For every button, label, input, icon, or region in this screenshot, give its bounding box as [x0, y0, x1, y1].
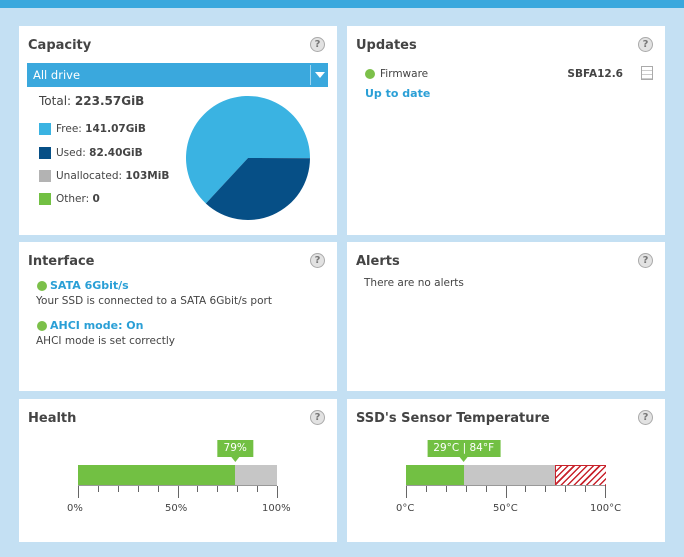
drive-select-dropdown[interactable]: All drive	[27, 63, 328, 87]
health-axis-label-50: 50%	[165, 503, 188, 514]
axis-tick	[78, 486, 79, 498]
legend-swatch-other	[39, 193, 51, 205]
axis-tick	[257, 486, 259, 492]
axis-tick	[177, 486, 179, 498]
axis-tick	[157, 486, 159, 492]
release-notes-icon[interactable]	[641, 66, 653, 80]
axis-tick	[425, 486, 427, 492]
axis-tick	[277, 486, 278, 498]
temperature-badge-pointer	[459, 457, 468, 462]
axis-tick	[485, 486, 487, 492]
axis-tick	[445, 486, 447, 492]
axis-tick	[137, 486, 139, 492]
alerts-message: There are no alerts	[364, 277, 464, 289]
updates-panel: Updates ? Firmware SBFA12.6 Up to date	[347, 26, 665, 235]
drive-select-value: All drive	[33, 68, 81, 82]
health-bar-track	[78, 465, 277, 485]
legend-item-other: Other: 0	[56, 193, 100, 205]
axis-tick	[197, 486, 199, 492]
alerts-title: Alerts	[356, 254, 400, 269]
axis-tick	[565, 486, 567, 492]
legend-swatch-used	[39, 147, 51, 159]
up-to-date-link[interactable]: Up to date	[365, 87, 431, 100]
temperature-axis-line	[406, 485, 605, 486]
capacity-title: Capacity	[28, 38, 92, 53]
health-title: Health	[28, 411, 77, 426]
temperature-axis-label-50: 50°C	[493, 503, 518, 514]
updates-title: Updates	[356, 38, 417, 53]
temperature-danger-range	[555, 465, 606, 486]
firmware-version: SBFA12.6	[567, 68, 623, 80]
axis-tick	[605, 486, 606, 498]
legend-swatch-free	[39, 123, 51, 135]
axis-tick	[465, 486, 467, 492]
firmware-label: Firmware	[380, 68, 429, 80]
temperature-help-icon[interactable]: ?	[638, 410, 653, 425]
chevron-down-icon[interactable]	[315, 72, 325, 78]
capacity-pie-chart	[185, 96, 310, 220]
axis-tick	[97, 486, 99, 492]
temperature-axis-label-0: 0°C	[396, 503, 415, 514]
health-axis-label-100: 100%	[262, 503, 291, 514]
temperature-value-label: 29°C | 84°F	[433, 442, 495, 454]
health-value-label: 79%	[223, 442, 247, 454]
legend-item-used: Used: 82.40GiB	[56, 147, 143, 159]
legend-item-unallocated: Unallocated: 103MiB	[56, 170, 170, 182]
alerts-help-icon[interactable]: ?	[638, 253, 653, 268]
axis-tick	[525, 486, 527, 492]
sata-heading: SATA 6Gbit/s	[50, 279, 129, 292]
legend-swatch-unallocated	[39, 170, 51, 182]
axis-tick	[117, 486, 119, 492]
total-capacity: Total: 223.57GiB	[39, 94, 144, 108]
health-badge-pointer	[231, 457, 240, 462]
total-label: Total:	[39, 94, 72, 108]
capacity-help-icon[interactable]: ?	[310, 37, 325, 52]
alerts-panel: Alerts ? There are no alerts	[347, 242, 665, 391]
ahci-status-dot	[37, 321, 47, 331]
health-help-icon[interactable]: ?	[310, 410, 325, 425]
ahci-heading: AHCI mode: On	[50, 319, 144, 332]
sata-description: Your SSD is connected to a SATA 6Gbit/s …	[36, 295, 272, 307]
capacity-panel: Capacity ? All drive Total: 223.57GiB Fr…	[19, 26, 337, 235]
ahci-description: AHCI mode is set correctly	[36, 335, 175, 347]
axis-tick	[505, 486, 507, 498]
health-value-badge: 79%	[217, 440, 253, 462]
health-panel: Health ? 79% 0% 50% 100%	[19, 399, 337, 542]
temperature-axis-label-100: 100°C	[590, 503, 622, 514]
dropdown-divider	[310, 65, 311, 85]
axis-tick	[217, 486, 219, 492]
updates-help-icon[interactable]: ?	[638, 37, 653, 52]
temperature-bar-track	[406, 465, 606, 486]
firmware-status-dot	[365, 69, 375, 79]
axis-tick	[545, 486, 547, 492]
pie-slice-used	[205, 158, 310, 220]
interface-help-icon[interactable]: ?	[310, 253, 325, 268]
interface-panel: Interface ? SATA 6Gbit/s Your SSD is con…	[19, 242, 337, 391]
pie-slice-free	[185, 96, 310, 204]
temperature-value-badge: 29°C | 84°F	[427, 440, 501, 462]
sata-status-dot	[37, 281, 47, 291]
temperature-panel: SSD's Sensor Temperature ? 29°C | 84°F 0…	[347, 399, 665, 542]
interface-title: Interface	[28, 254, 95, 269]
legend-item-free: Free: 141.07GiB	[56, 123, 146, 135]
health-bar-fill	[78, 465, 236, 485]
health-axis-label-0: 0%	[67, 503, 83, 514]
axis-tick	[237, 486, 239, 492]
temperature-bar-fill	[406, 465, 464, 485]
health-axis-line	[78, 485, 277, 486]
top-accent-bar	[0, 0, 684, 8]
total-value: 223.57GiB	[74, 94, 145, 108]
axis-tick	[406, 486, 407, 498]
axis-tick	[585, 486, 587, 492]
temperature-title: SSD's Sensor Temperature	[356, 411, 550, 426]
